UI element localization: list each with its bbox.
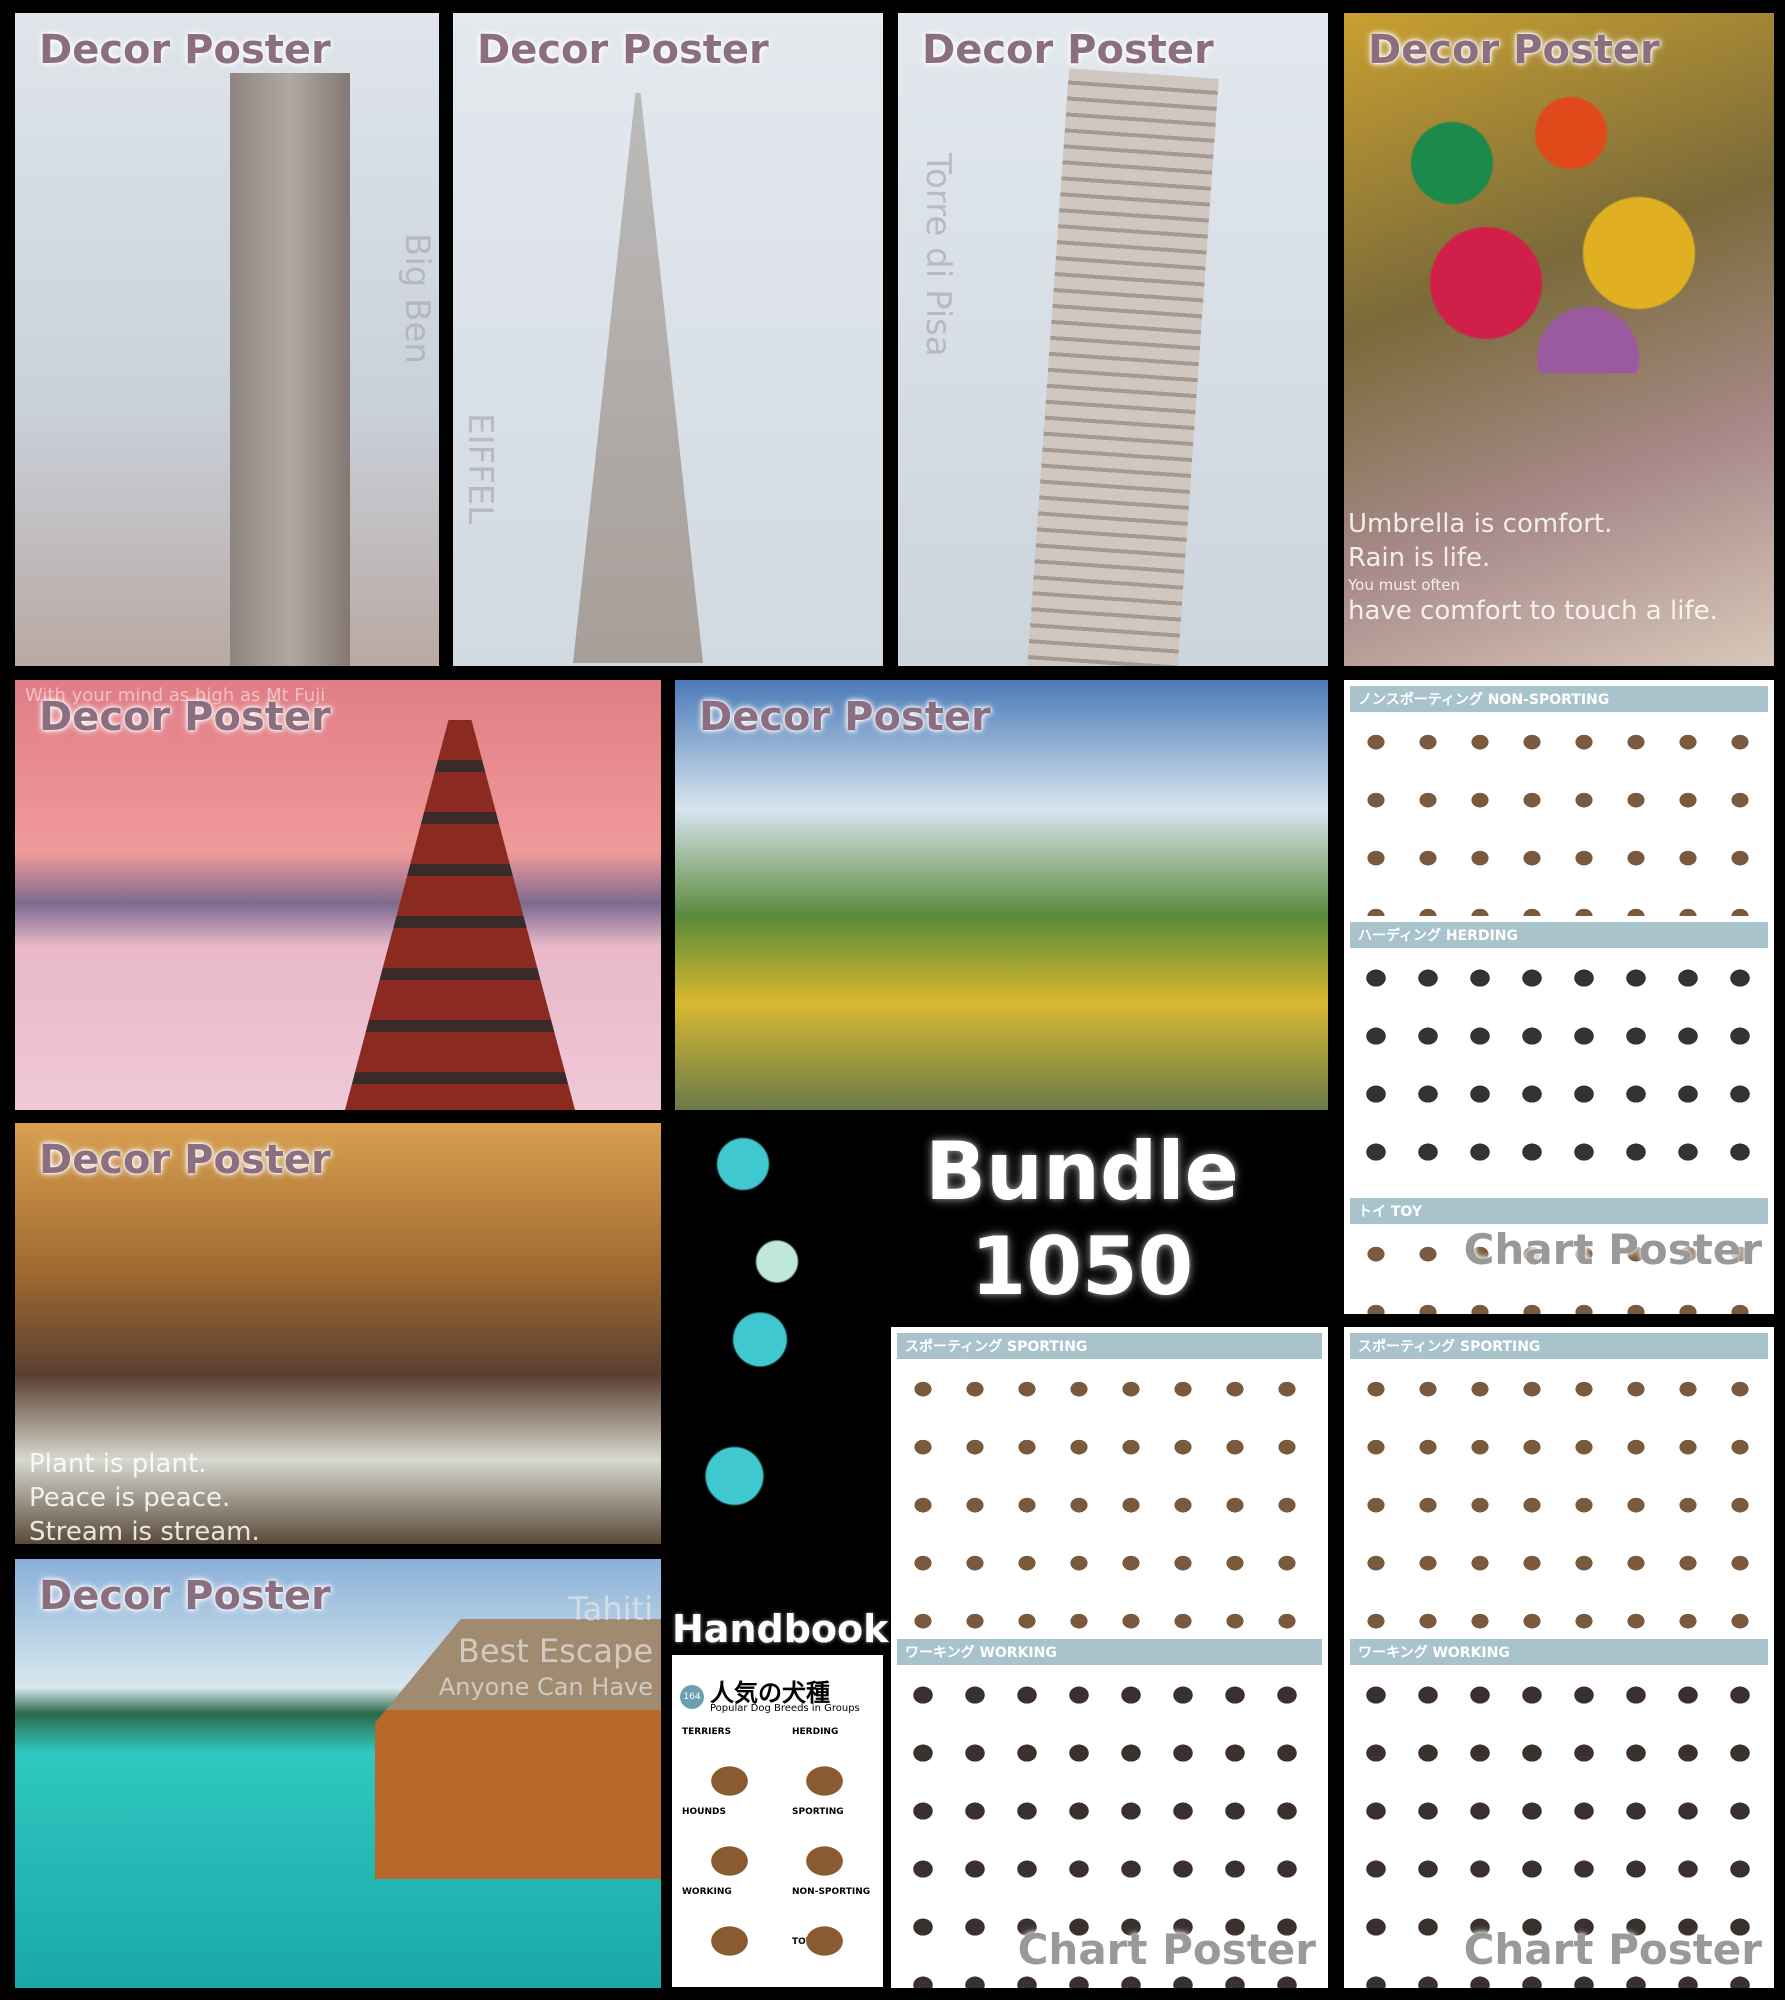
tower (573, 93, 703, 663)
poster-label: Decor Poster (699, 694, 991, 740)
dogs (682, 1741, 872, 1977)
chart-poster: ノンスポーティング NON-SPORTING ハーディング HERDING トイ… (1344, 680, 1774, 1314)
caption: With your mind as high as Mt Fuji (25, 684, 325, 707)
chart-poster: スポーティング SPORTING ワーキング WORKING Chart Pos… (1344, 1327, 1774, 1988)
section-header: スポーティング SPORTING (897, 1333, 1322, 1359)
dog-grid (1350, 1363, 1768, 1633)
caption-line: EIFFEL (460, 413, 501, 525)
chart-label: Chart Poster (1017, 1925, 1316, 1974)
chart-label: Chart Poster (1463, 1225, 1762, 1274)
caption-line: Peace is peace. (29, 1482, 231, 1513)
section-header: ワーキング WORKING (897, 1639, 1322, 1665)
caption-line: Torre di Pisa (918, 153, 959, 357)
bundle-number: 1050 (970, 1220, 1194, 1313)
poster-label: Decor Poster (39, 694, 331, 740)
caption-line: Rain is life. (1348, 542, 1491, 573)
chart-poster: スポーティング SPORTING ワーキング WORKING Chart Pos… (891, 1327, 1328, 1988)
dog-grid (1350, 952, 1768, 1192)
poster-tahiti: Decor Poster Tahiti Best Escape Anyone C… (15, 1559, 661, 1988)
section-header: ハーディング HERDING (1350, 922, 1768, 948)
poster-eiffel: Decor Poster EIFFEL (453, 13, 883, 666)
dog-grid (1350, 1669, 1768, 1988)
poster-umbrellas: Decor Poster Umbrella is comfort. Rain i… (1344, 13, 1774, 666)
poster-countryside: Decor Poster (675, 680, 1328, 1110)
dog-grid (897, 1363, 1322, 1633)
caption-line: Tahiti (568, 1590, 653, 1628)
handbook-label: Handbook (672, 1607, 889, 1651)
poster-label: Decor Poster (39, 27, 331, 73)
section-header: ワーキング WORKING (1350, 1639, 1768, 1665)
group: TERRIERS (682, 1727, 732, 1737)
tower (1027, 68, 1219, 666)
handbook-number: 164 (680, 1685, 704, 1709)
caption-line: Umbrella is comfort. (1348, 509, 1613, 539)
poster-big-ben: Decor Poster Big Ben (15, 13, 439, 666)
umbrellas (1384, 73, 1724, 373)
pagoda (345, 720, 575, 1110)
poster-label: Decor Poster (922, 27, 1214, 73)
caption: Big Ben (395, 233, 439, 364)
caption: EIFFEL (458, 413, 502, 524)
caption: Torre di Pisa (916, 153, 960, 357)
flower-decoration (675, 1125, 845, 1515)
caption-line: Plant is plant. (29, 1449, 207, 1479)
caption-line: Anyone Can Have (438, 1673, 653, 1702)
poster-label: Decor Poster (477, 27, 769, 73)
tower (230, 73, 350, 666)
caption-line: Big Ben (397, 233, 438, 364)
dog-grid (1350, 1228, 1768, 1314)
caption: Plant is plant. Peace is peace. Stream i… (29, 1448, 260, 1544)
handbook-subtitle: Popular Dog Breeds in Groups (710, 1703, 860, 1714)
caption-line: have comfort to touch a life. (1348, 596, 1718, 627)
poster-pisa: Decor Poster Torre di Pisa (898, 13, 1328, 666)
caption-line: Stream is stream. (29, 1516, 260, 1544)
section-header: トイ TOY (1350, 1198, 1768, 1224)
poster-stream: Decor Poster Plant is plant. Peace is pe… (15, 1123, 661, 1544)
bundle-title: Bundle (925, 1125, 1239, 1218)
poster-label: Decor Poster (1368, 27, 1660, 73)
handbook-title: 人気の犬種 (710, 1679, 830, 1707)
dog-grid (897, 1669, 1322, 1988)
caption-line: With your mind as high as Mt Fuji (25, 685, 326, 706)
chart-label: Chart Poster (1463, 1925, 1762, 1974)
caption-line: You must often (1348, 575, 1461, 594)
handbook: 164 人気の犬種 Popular Dog Breeds in Groups T… (672, 1655, 883, 1987)
dog-grid (1350, 716, 1768, 916)
poster-label: Decor Poster (39, 1573, 331, 1619)
poster-label: Decor Poster (39, 1137, 331, 1183)
caption-line: Best Escape (457, 1631, 653, 1670)
section-header: スポーティング SPORTING (1350, 1333, 1768, 1359)
poster-fuji: Decor Poster With your mind as high as M… (15, 680, 661, 1110)
section-header: ノンスポーティング NON-SPORTING (1350, 686, 1768, 712)
group: HERDING (792, 1727, 839, 1737)
caption: Tahiti Best Escape Anyone Can Have (439, 1589, 653, 1703)
caption: Umbrella is comfort. Rain is life. You m… (1348, 508, 1718, 629)
